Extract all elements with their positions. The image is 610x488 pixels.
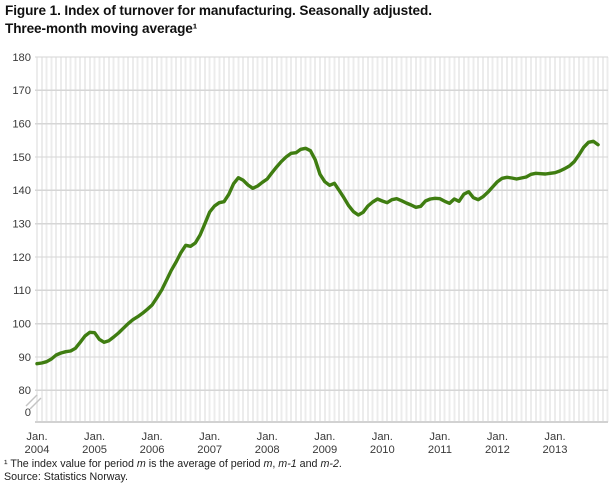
y-tick-label: 160 xyxy=(12,119,31,131)
axis-break-slash xyxy=(29,397,42,410)
y-tick-label: 100 xyxy=(12,319,31,331)
footnote-part: m-2 xyxy=(320,458,339,470)
footnote-part: and xyxy=(296,458,321,470)
y-tick-label: 150 xyxy=(12,152,31,164)
x-tick-year-label: 2008 xyxy=(255,444,280,456)
x-tick-month-label: Jan. xyxy=(429,431,450,443)
x-tick-month-label: Jan. xyxy=(372,431,393,443)
y-tick-label: 130 xyxy=(12,219,31,231)
x-tick-year-label: 2010 xyxy=(370,444,395,456)
footnote-part: m xyxy=(136,458,146,470)
footnote: ¹ The index value for period m is the av… xyxy=(4,458,342,471)
x-tick-year-label: 2009 xyxy=(312,444,337,456)
footnote-part: is the average of period xyxy=(145,458,264,470)
figure-title-line2: Three-month moving average¹ xyxy=(5,21,198,36)
x-tick-year-label: 2013 xyxy=(543,444,568,456)
x-tick-month-label: Jan. xyxy=(84,431,105,443)
x-tick-year-label: 2004 xyxy=(25,444,50,456)
footnote-part: ¹ The index value for period xyxy=(4,458,137,470)
x-tick-month-label: Jan. xyxy=(487,431,508,443)
x-tick-month-label: Jan. xyxy=(257,431,278,443)
footnote-part: m-1 xyxy=(278,458,297,470)
x-axis-labels: Jan.2004Jan.2005Jan.2006Jan.2007Jan.2008… xyxy=(25,431,568,456)
x-tick-month-label: Jan. xyxy=(314,431,335,443)
y-tick-label: 110 xyxy=(13,285,31,297)
y-axis-labels: 180 170 160 150 140 130 120 110 100 90 80 0 xyxy=(12,52,31,419)
x-tick-year-label: 2005 xyxy=(82,444,107,456)
vertical-gridlines xyxy=(36,57,609,422)
y-tick-label: 90 xyxy=(19,352,31,364)
x-tick-year-label: 2012 xyxy=(485,444,510,456)
x-tick-month-label: Jan. xyxy=(26,431,47,443)
footnote-part: . xyxy=(338,458,342,470)
x-tick-year-label: 2011 xyxy=(428,444,452,456)
figure-title: Figure 1. Index of turnover for manufact… xyxy=(5,2,432,38)
footnote-part: m xyxy=(263,458,273,470)
y-tick-label: 140 xyxy=(12,185,31,197)
y-tick-label: 170 xyxy=(12,85,31,97)
axis-break-slash xyxy=(25,394,38,407)
x-tick-month-label: Jan. xyxy=(142,431,163,443)
x-tick-year-label: 2007 xyxy=(197,444,222,456)
x-tick-month-label: Jan. xyxy=(199,431,220,443)
y-tick-label: 180 xyxy=(12,52,31,64)
y-tick-label-zero: 0 xyxy=(25,407,31,419)
axis-break-marks xyxy=(25,394,42,410)
y-tick-label: 120 xyxy=(12,252,31,264)
source-line: Source: Statistics Norway. xyxy=(4,471,128,483)
figure-title-line1: Figure 1. Index of turnover for manufact… xyxy=(5,3,432,18)
x-tick-month-label: Jan. xyxy=(544,431,565,443)
series-line xyxy=(35,139,600,366)
y-tick-label: 80 xyxy=(19,385,31,397)
line-chart: 18017016015014013012011010090800Jan.2004… xyxy=(12,52,609,456)
footnote-part: , xyxy=(272,458,279,470)
x-tick-year-label: 2006 xyxy=(140,444,165,456)
